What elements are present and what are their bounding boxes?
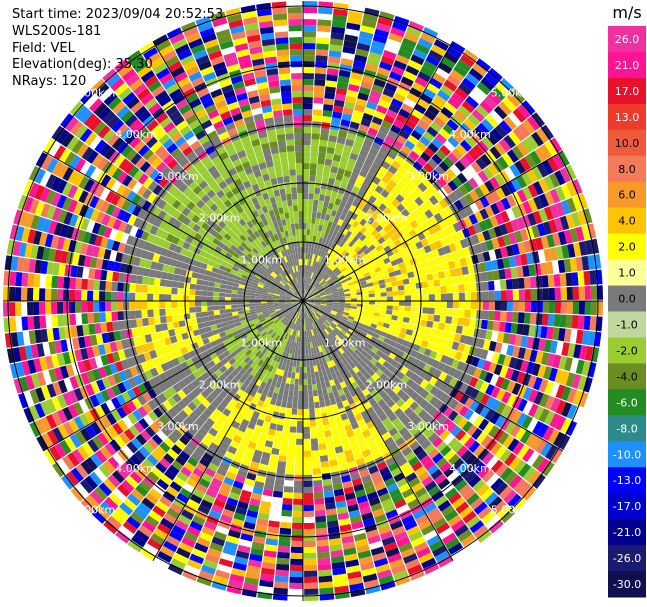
azimuth-lines	[3, 1, 603, 601]
azimuth-line	[302, 40, 454, 302]
range-ring-label: 1.00km	[324, 253, 366, 266]
range-ring-label: 5.00km	[491, 86, 533, 99]
range-ring-label: 4.00km	[115, 462, 157, 475]
range-ring-label: 3.00km	[157, 170, 199, 183]
range-ring-label: 3.00km	[407, 170, 449, 183]
range-ring-label: 5.00km	[74, 504, 116, 517]
range-ring-label: 1.00km	[324, 337, 366, 350]
field-label: Field: VEL	[12, 41, 75, 56]
range-ring-label: 2.00km	[366, 212, 408, 225]
range-ring-label: 5.00km	[491, 504, 533, 517]
elevation-label: Elevation(deg): 35.30	[12, 57, 153, 72]
range-ring-label: 2.00km	[366, 378, 408, 391]
azimuth-line	[302, 150, 564, 302]
azimuth-line	[152, 300, 304, 562]
range-ring-label: 2.00km	[199, 378, 241, 391]
range-ring-label: 4.00km	[449, 462, 491, 475]
instrument-label: WLS200s-181	[12, 24, 102, 39]
range-ring-label: 3.00km	[157, 420, 199, 433]
range-ring-label: 1.00km	[241, 253, 283, 266]
azimuth-line	[152, 40, 304, 302]
azimuth-line	[302, 300, 454, 562]
range-ring-label: 4.00km	[115, 128, 157, 141]
start-time-label: Start time: 2023/09/04 20:52:53	[12, 7, 224, 22]
range-ring-label: 1.00km	[241, 337, 283, 350]
range-ring-labels: 1.00km 1.00km 1.00km 1.00km 2.00km 2.00km 2.00…	[74, 86, 533, 516]
azimuth-line	[42, 150, 304, 302]
range-ring-label: 2.00km	[199, 212, 241, 225]
azimuth-line	[302, 300, 564, 452]
nrays-label: NRays: 120	[12, 74, 87, 89]
range-ring-label: 4.00km	[449, 128, 491, 141]
azimuth-line	[42, 300, 304, 452]
range-ring-label: 5.00km	[74, 86, 116, 99]
range-ring-label: 3.00km	[407, 420, 449, 433]
